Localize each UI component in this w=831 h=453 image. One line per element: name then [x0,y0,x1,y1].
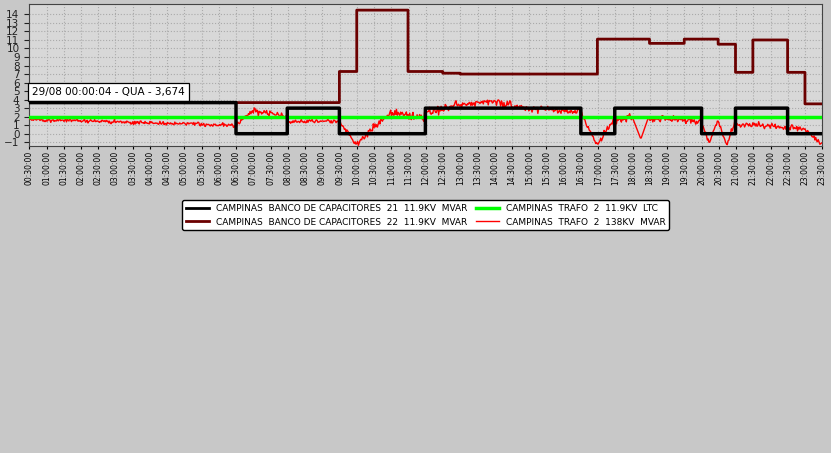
Text: 29/08 00:00:04 - QUA - 3,674: 29/08 00:00:04 - QUA - 3,674 [32,87,184,97]
Legend: CAMPINAS  BANCO DE CAPACITORES  21  11.9KV  MVAR, CAMPINAS  BANCO DE CAPACITORES: CAMPINAS BANCO DE CAPACITORES 21 11.9KV … [182,201,669,230]
